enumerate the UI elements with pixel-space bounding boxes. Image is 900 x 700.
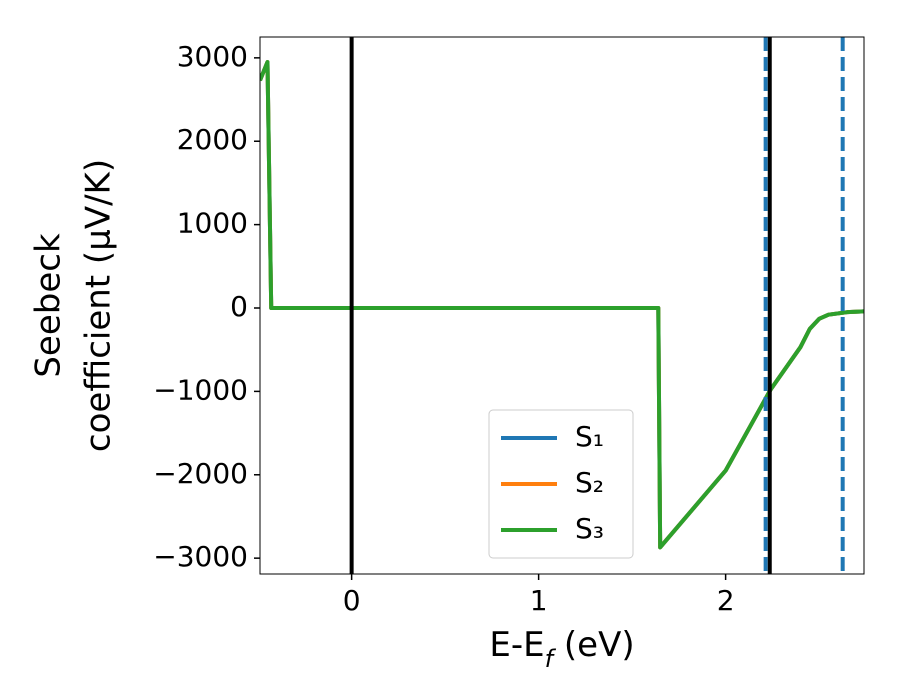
plot-frame [259,36,865,575]
y-tick-label: −1000 [153,373,248,406]
x-axis-label-part: (eV) [553,625,635,665]
x-tick-label: 2 [717,584,735,617]
x-tick-label: 0 [343,584,361,617]
legend-label: S₃ [575,512,604,545]
y-tick-label: −2000 [153,457,248,490]
x-tick-label: 1 [530,584,548,617]
y-axis-label: Seebeck [29,233,69,378]
legend-label: S₂ [575,466,604,499]
x-axis-label: E-Ef (eV) [489,625,634,674]
legend-box [488,409,634,559]
legend-label: S₁ [575,420,604,453]
y-tick-label: −3000 [153,540,248,573]
y-tick-label: 0 [230,290,248,323]
y-tick-label: 1000 [177,207,248,240]
y-tick-label: 3000 [177,40,248,73]
y-tick-label: 2000 [177,123,248,156]
y-axis-label: coefficient (μV/K) [79,159,119,452]
x-axis-label-part: E-E [489,625,544,665]
